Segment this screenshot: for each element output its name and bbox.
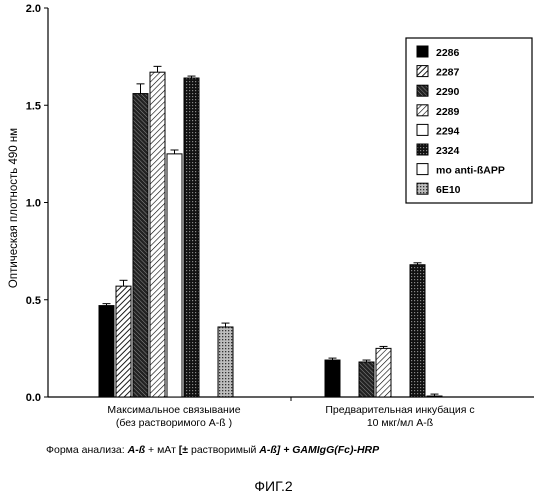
legend-swatch xyxy=(417,85,428,96)
legend-label: 2324 xyxy=(436,145,460,157)
legend-label: 6E10 xyxy=(436,184,461,196)
caption-prefix: Форма анализа: xyxy=(46,444,128,456)
bars xyxy=(99,66,442,397)
legend-swatch xyxy=(417,164,428,175)
x-group-label: 10 мкг/мл А-ß xyxy=(367,417,433,429)
bar xyxy=(167,154,182,397)
bar xyxy=(184,78,199,397)
bar xyxy=(99,306,114,397)
legend-label: mo anti-ßAPP xyxy=(436,165,505,177)
legend-label: 2289 xyxy=(436,106,460,118)
y-tick-label: 0.5 xyxy=(26,295,41,307)
figure-label: ФИГ.2 xyxy=(0,478,547,494)
bar xyxy=(218,327,233,397)
caption-part1: А-ß xyxy=(128,444,146,456)
legend-label: 2287 xyxy=(436,67,460,79)
x-group-label: Максимальное связывание xyxy=(107,404,240,416)
legend-swatch xyxy=(417,105,428,116)
legend: 2286 2287 2290 2289 2294 2324 mo anti-ßAPP 6E10 xyxy=(406,38,532,203)
x-group-label: Предварительная инкубация с xyxy=(325,404,474,416)
caption-part2: + мАт xyxy=(145,444,179,456)
bar xyxy=(410,265,425,397)
caption-part4: растворимый xyxy=(188,444,259,456)
y-tick-label: 1.5 xyxy=(26,100,41,112)
legend-swatch xyxy=(417,46,428,57)
bar xyxy=(150,72,165,397)
caption-part3: [± xyxy=(179,444,188,456)
y-tick-label: 0.0 xyxy=(26,392,41,404)
bar xyxy=(325,360,340,397)
legend-label: 2286 xyxy=(436,47,460,59)
y-tick-label: 1.0 xyxy=(26,198,41,210)
bar xyxy=(116,286,131,397)
legend-label: 2294 xyxy=(436,125,460,137)
legend-swatch xyxy=(417,66,428,77)
bar xyxy=(359,362,374,397)
legend-box xyxy=(406,38,532,203)
legend-swatch xyxy=(417,124,428,135)
x-group-label: (без растворимого А-ß ) xyxy=(116,417,232,429)
y-tick-label: 2.0 xyxy=(26,3,41,15)
y-axis-label: Оптическая плотность 490 нм xyxy=(8,128,20,288)
bar xyxy=(376,348,391,397)
bar xyxy=(427,396,442,397)
assay-caption: Форма анализа: А-ß + мАт [± растворимый … xyxy=(46,444,379,456)
legend-label: 2290 xyxy=(436,86,460,98)
legend-swatch xyxy=(417,144,428,155)
caption-part5: А-ß] + GAMIgG(Fc)-HRP xyxy=(259,444,379,456)
legend-swatch xyxy=(417,183,428,194)
group-labels: Максимальное связывание(без растворимого… xyxy=(107,404,474,429)
bar xyxy=(133,94,148,397)
